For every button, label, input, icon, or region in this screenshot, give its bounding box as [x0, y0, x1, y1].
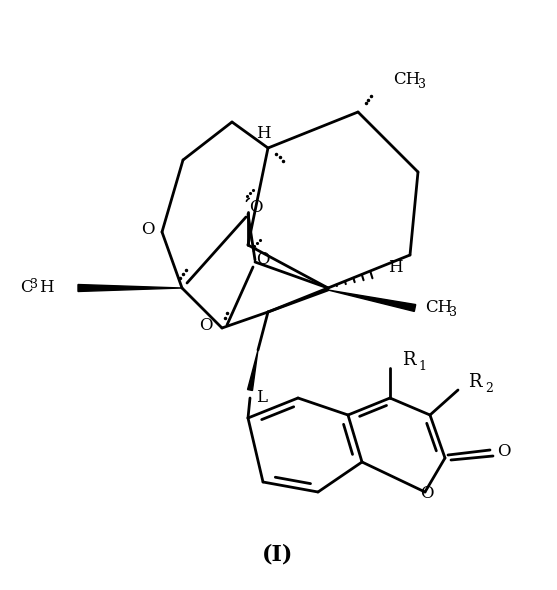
Text: CH: CH [393, 71, 420, 88]
Text: 3: 3 [418, 78, 426, 91]
Text: O: O [420, 486, 434, 503]
Text: H: H [256, 124, 270, 142]
Text: CH: CH [425, 300, 452, 316]
Text: R: R [402, 351, 416, 369]
Text: C: C [19, 280, 32, 297]
Text: O: O [141, 221, 155, 238]
Text: 1: 1 [418, 359, 426, 372]
Text: H: H [38, 280, 53, 297]
Text: R: R [468, 373, 481, 391]
Polygon shape [247, 350, 258, 391]
Text: 3: 3 [449, 306, 457, 320]
Text: 2: 2 [485, 382, 493, 395]
Text: L: L [257, 389, 267, 407]
Text: 3: 3 [30, 277, 38, 290]
Text: H: H [388, 260, 402, 277]
Text: O: O [199, 316, 213, 333]
Polygon shape [328, 290, 416, 312]
Polygon shape [78, 284, 182, 291]
Text: O: O [497, 444, 511, 461]
Text: O: O [256, 251, 270, 268]
Text: O: O [249, 199, 263, 217]
Text: (I): (I) [262, 544, 294, 566]
